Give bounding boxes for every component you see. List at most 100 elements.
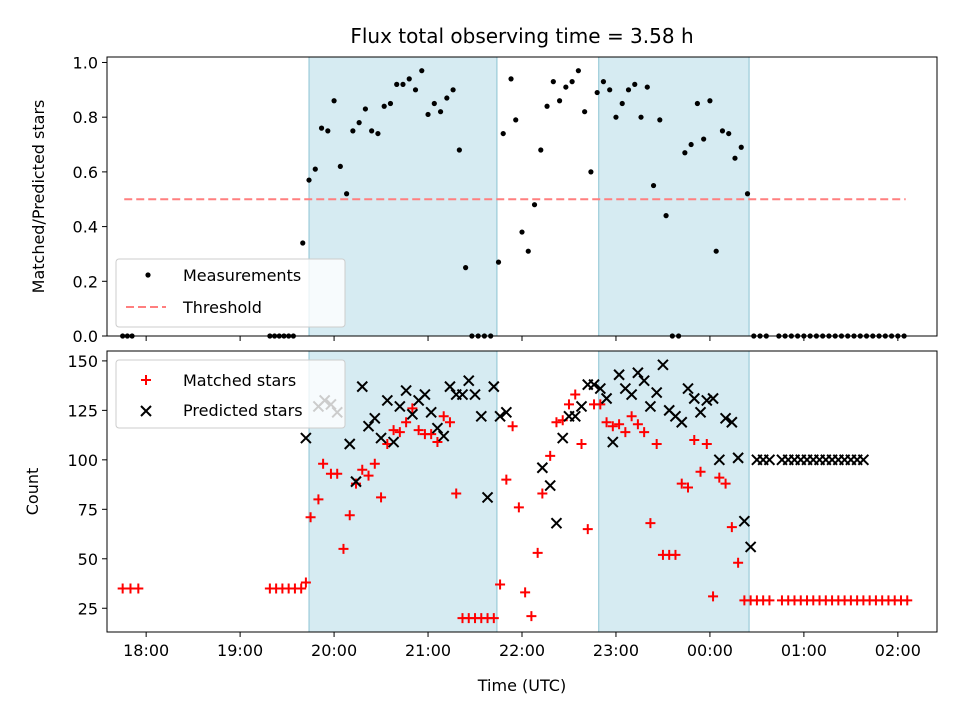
measurement-point xyxy=(318,125,325,131)
measurement-point xyxy=(406,76,412,82)
matched-star-point xyxy=(513,502,524,513)
measurement-point xyxy=(431,100,437,107)
matched-star-point xyxy=(701,439,712,450)
matched-star-point xyxy=(413,425,424,436)
predicted-star-point xyxy=(356,380,368,393)
measurement-point xyxy=(350,128,356,134)
predicted-star-point xyxy=(638,374,650,387)
x-tick-label: 18:00 xyxy=(123,641,169,660)
measurement-point xyxy=(344,191,350,197)
predicted-star-point xyxy=(744,541,757,553)
matched-star-point xyxy=(501,474,512,485)
bottom-panel: 25 50 75 100 125 150 18:00 19:00 20:00 21:00 22:00… xyxy=(23,350,938,695)
matched-star-point xyxy=(695,466,706,477)
matched-star-point xyxy=(526,611,537,622)
predicted-star-point xyxy=(701,394,713,407)
y-tick-label: 0.8 xyxy=(73,108,98,127)
predicted-star-point xyxy=(375,432,387,444)
legend-matched-marker xyxy=(141,375,151,385)
matched-star-point xyxy=(388,425,399,436)
x-tick-label: 00:00 xyxy=(687,641,733,660)
y-tick-label: 25 xyxy=(78,599,98,618)
measurement-point xyxy=(362,106,368,112)
matched-star-point xyxy=(714,472,725,483)
measurement-point xyxy=(538,147,544,153)
measurement-point xyxy=(732,155,738,161)
measurement-point xyxy=(544,103,550,109)
predicted-star-point xyxy=(369,412,381,424)
predicted-star-point xyxy=(544,479,556,492)
shaded-span xyxy=(598,56,750,337)
predicted-star-point xyxy=(419,388,431,401)
matched-star-point xyxy=(332,468,343,479)
predicted-star-point xyxy=(500,406,513,419)
measurement-point xyxy=(325,128,331,134)
measurement-point xyxy=(450,87,456,93)
measurement-point xyxy=(594,89,600,96)
matched-star-point xyxy=(545,450,556,461)
legend-box xyxy=(115,359,346,429)
predicted-star-point xyxy=(536,462,549,474)
matched-star-point xyxy=(537,488,548,499)
matched-star-point xyxy=(595,399,606,410)
measurement-point xyxy=(331,98,337,104)
measurement-point xyxy=(394,81,400,87)
matched-star-point xyxy=(451,488,462,499)
legend-label: Matched stars xyxy=(183,371,296,390)
predicted-star-point xyxy=(481,491,494,504)
predicted-star-point xyxy=(688,392,700,405)
measurement-point xyxy=(456,147,462,153)
predicted-star-point xyxy=(625,388,638,401)
matched-star-point xyxy=(394,427,405,438)
measurement-point xyxy=(738,144,744,150)
legend-predicted-marker xyxy=(140,405,152,417)
measurement-point xyxy=(613,114,619,120)
matched-star-point xyxy=(551,417,562,428)
predicted-star-point xyxy=(437,430,450,442)
predicted-star-point xyxy=(600,392,613,405)
y-tick-label: 0.2 xyxy=(73,272,98,291)
measurement-point xyxy=(337,163,343,170)
predicted-star-point xyxy=(550,517,563,529)
measurement-point xyxy=(495,259,502,265)
measurement-point xyxy=(550,79,556,85)
predicted-star-point xyxy=(344,438,356,450)
y-tick-label: 125 xyxy=(67,401,98,420)
matched-star-point xyxy=(764,595,775,606)
measurement-point xyxy=(437,109,444,115)
matched-star-point xyxy=(133,583,144,594)
chart-title: Flux total observing time = 3.58 h xyxy=(350,24,693,48)
y-axis-label: Count xyxy=(23,468,42,516)
measurement-point xyxy=(657,117,663,123)
matched-star-point xyxy=(645,518,656,529)
matched-star-point xyxy=(318,458,329,469)
matched-star-point xyxy=(357,464,368,475)
matched-star-point xyxy=(632,419,643,430)
legend: Matched stars Predicted stars xyxy=(115,359,346,429)
predicted-star-point xyxy=(469,388,481,401)
predicted-star-point xyxy=(406,408,419,421)
matched-star-point xyxy=(305,512,316,523)
predicted-star-point xyxy=(857,454,870,466)
measurement-point xyxy=(513,117,519,123)
predicted-star-point xyxy=(488,380,500,393)
predicted-star-point xyxy=(594,382,607,395)
measurement-point xyxy=(582,109,588,115)
y-axis-label: Matched/Predicted stars xyxy=(29,100,48,294)
predicted-star-point xyxy=(676,416,688,428)
matched-star-point xyxy=(363,470,374,481)
measurement-point xyxy=(682,150,688,156)
measurement-point xyxy=(694,100,700,107)
measurement-point xyxy=(500,130,506,137)
measurement-point xyxy=(663,213,669,219)
predicted-star-point xyxy=(607,436,619,448)
predicted-star-point xyxy=(425,406,437,419)
predicted-star-point xyxy=(694,406,707,419)
measurement-point xyxy=(381,103,387,109)
predicted-star-point xyxy=(475,410,487,423)
legend: Measurements Threshold xyxy=(115,258,346,328)
measurement-point xyxy=(569,79,575,85)
matched-star-point xyxy=(338,543,349,554)
matched-star-point xyxy=(726,522,737,533)
matched-star-point xyxy=(607,421,618,432)
